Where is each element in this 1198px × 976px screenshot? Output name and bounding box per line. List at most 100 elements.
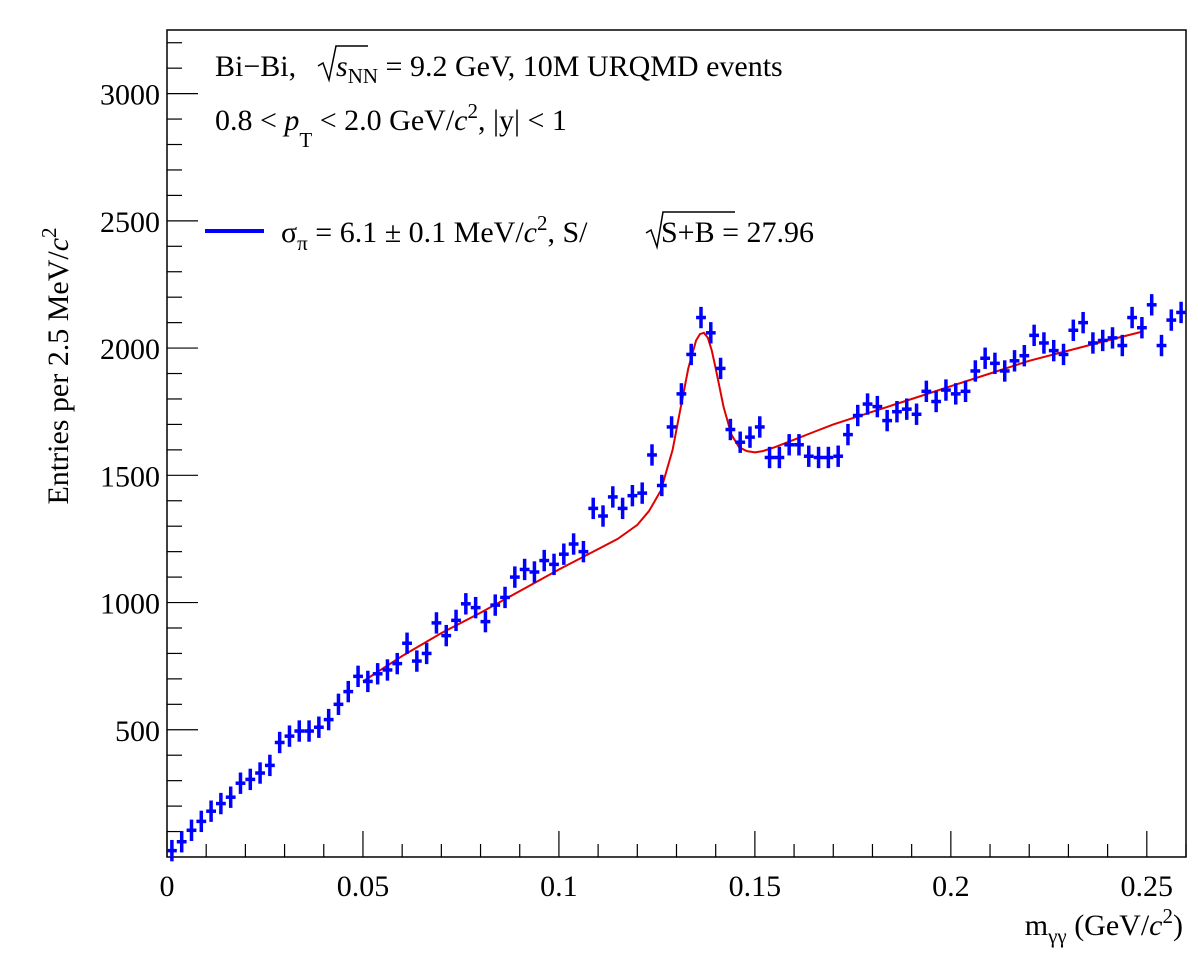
legend-d: = 27.96 (715, 216, 814, 249)
annotation-2-a: 0.8 < (215, 104, 284, 137)
data-point (607, 486, 618, 508)
data-point (431, 612, 442, 634)
data-point (304, 720, 314, 742)
data-point (402, 632, 412, 654)
legend-sigma: σ (281, 216, 297, 249)
data-point (843, 423, 853, 446)
data-point (500, 586, 510, 609)
legend-pi: π (297, 231, 308, 255)
y-tick-label: 1000 (100, 588, 160, 621)
data-point (1068, 319, 1079, 341)
data-point (255, 762, 265, 784)
data-point (411, 650, 422, 672)
legend-sqrt-sign (645, 211, 735, 250)
data-point (725, 418, 736, 441)
data-point (441, 624, 452, 647)
y-tick-label: 1500 (100, 460, 160, 493)
data-point (1097, 329, 1108, 352)
legend-sup: 2 (537, 211, 548, 235)
data-point (823, 446, 834, 469)
data-point (313, 716, 324, 738)
data-point (215, 792, 226, 815)
data-point (588, 497, 599, 520)
annotation-2-psub: T (299, 128, 312, 152)
data-point (186, 819, 197, 841)
data-point (333, 693, 344, 716)
legend-c: c (524, 216, 537, 249)
x-axis-title-close: ) (1173, 909, 1183, 942)
data-point (754, 416, 765, 438)
x-tick-label: 0.15 (729, 870, 782, 903)
y-tick-label: 2000 (100, 333, 160, 366)
data-point (999, 360, 1010, 382)
data-point (676, 383, 687, 405)
data-point (196, 810, 207, 833)
data-point (176, 831, 187, 853)
data-point (1058, 343, 1069, 366)
data-point (813, 446, 824, 469)
svg-text:S+B = 27.96: S+B = 27.96 (661, 216, 814, 249)
svg-text:Bi−Bi,: Bi−Bi, (215, 50, 296, 83)
data-point (745, 426, 755, 448)
data-point (705, 322, 716, 344)
data-point (470, 596, 481, 619)
data-point (529, 561, 540, 583)
data-point (274, 731, 285, 754)
data-point (167, 839, 177, 862)
data-point (1127, 306, 1138, 329)
data-point (1166, 309, 1177, 331)
data-point (892, 401, 902, 423)
data-point (950, 383, 961, 405)
data-point (931, 390, 942, 413)
data-point (460, 593, 471, 615)
data-point (882, 409, 893, 432)
data-point (549, 553, 559, 576)
y-tick-label: 500 (115, 715, 160, 748)
x-axis-title-unit: (GeV/ (1067, 909, 1150, 942)
data-point (1146, 294, 1157, 316)
annotation-2-c: c (454, 104, 467, 137)
annotation-1-prefix: Bi−Bi, (215, 50, 296, 83)
data-point (1176, 301, 1186, 324)
x-axis-title-m: m (1025, 909, 1048, 942)
data-point (294, 720, 305, 742)
data-point (343, 680, 354, 703)
legend-rad: S+B (661, 216, 715, 249)
data-point (264, 754, 275, 777)
data-point (941, 379, 951, 401)
annotation-2-d: , |y| < 1 (478, 104, 567, 137)
data-point (451, 609, 461, 632)
x-tick-label: 0.1 (540, 870, 578, 903)
data-point (960, 380, 971, 403)
data-point (990, 352, 1000, 375)
data-point (784, 434, 795, 456)
annotation-2-sup: 2 (467, 99, 478, 123)
data-point (519, 558, 530, 581)
annotation-2-b: < 2.0 GeV/ (312, 104, 455, 137)
data-point (558, 543, 569, 565)
data-point (539, 549, 550, 572)
annotation-2-p: p (282, 104, 299, 137)
x-axis-title-sub: γγ (1047, 924, 1067, 948)
svg-text:sNN = 9.2 GeV, 10M URQMD event: sNN = 9.2 GeV, 10M URQMD events (336, 50, 783, 88)
svg-text:0.8 < pT < 2.0 GeV/c2, |y| < 1: 0.8 < pT < 2.0 GeV/c2, |y| < 1 (215, 99, 567, 152)
x-axis-title-c: c (1149, 909, 1162, 942)
y-tick-label: 2500 (100, 206, 160, 239)
y-axis-title-sup: 2 (37, 227, 61, 238)
data-point (774, 446, 785, 469)
data-point (206, 800, 216, 822)
x-tick-label: 0 (160, 870, 175, 903)
data-point (225, 786, 236, 808)
data-point (1107, 327, 1118, 349)
data-point (1029, 324, 1040, 347)
y-axis-title-c: c (42, 238, 75, 251)
data-point (1156, 334, 1167, 357)
legend: σπ = 6.1 ± 0.1 MeV/c2, S/ S+B = 27.96 (205, 211, 814, 255)
data-point (852, 404, 863, 427)
annotation-1-suffix: = 9.2 GeV, 10M URQMD events (378, 50, 783, 83)
x-axis-title: mγγ (GeV/c2) (1025, 904, 1183, 948)
data-point (382, 659, 393, 681)
annotation-line-1: Bi−Bi, sNN = 9.2 GeV, 10M URQMD events (215, 45, 783, 88)
data-point (1009, 350, 1020, 372)
